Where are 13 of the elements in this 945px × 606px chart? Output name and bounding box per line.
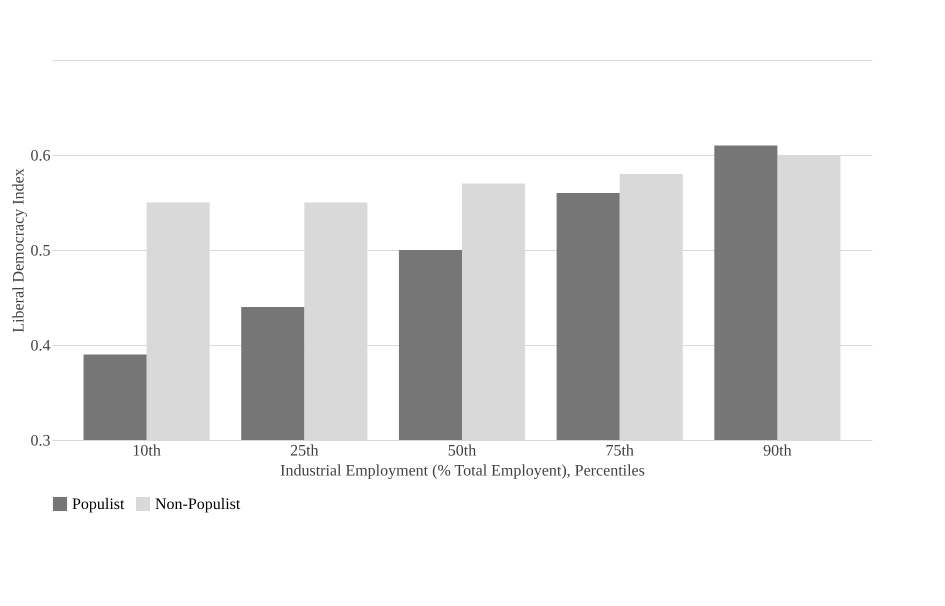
legend-label: Populist	[72, 496, 126, 513]
y-axis-title: Liberal Democracy Index	[10, 168, 28, 333]
x-tick-label: 90th	[763, 442, 792, 460]
y-tick-label: 0.3	[30, 432, 50, 450]
y-tick-label: 0.4	[30, 338, 50, 354]
y-tick-label: 0.6	[30, 148, 50, 164]
y-tick-label: 0.5	[30, 242, 50, 260]
x-tick-label: 75th	[605, 442, 634, 460]
x-tick-label: 25th	[290, 442, 319, 460]
x-axis-title: Industrial Employment (% Total Employent), Percentiles	[280, 462, 645, 480]
legend-label: Non-Populist	[155, 496, 241, 513]
x-tick-label: 10th	[132, 442, 161, 460]
x-tick-label: 50th	[448, 442, 476, 460]
